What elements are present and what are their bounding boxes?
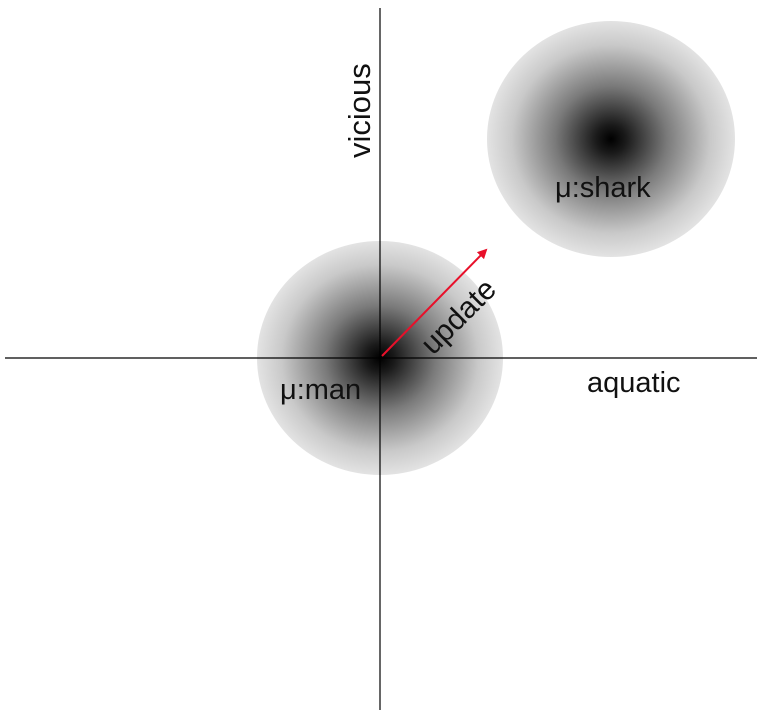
shark-label: μ:shark xyxy=(555,172,651,204)
vertical-axis-label: vicious xyxy=(342,63,377,158)
horizontal-axis-label: aquatic xyxy=(587,367,681,399)
shark-distribution-blob xyxy=(487,21,735,257)
update-arrow xyxy=(381,248,488,357)
man-label: μ:man xyxy=(280,374,361,406)
